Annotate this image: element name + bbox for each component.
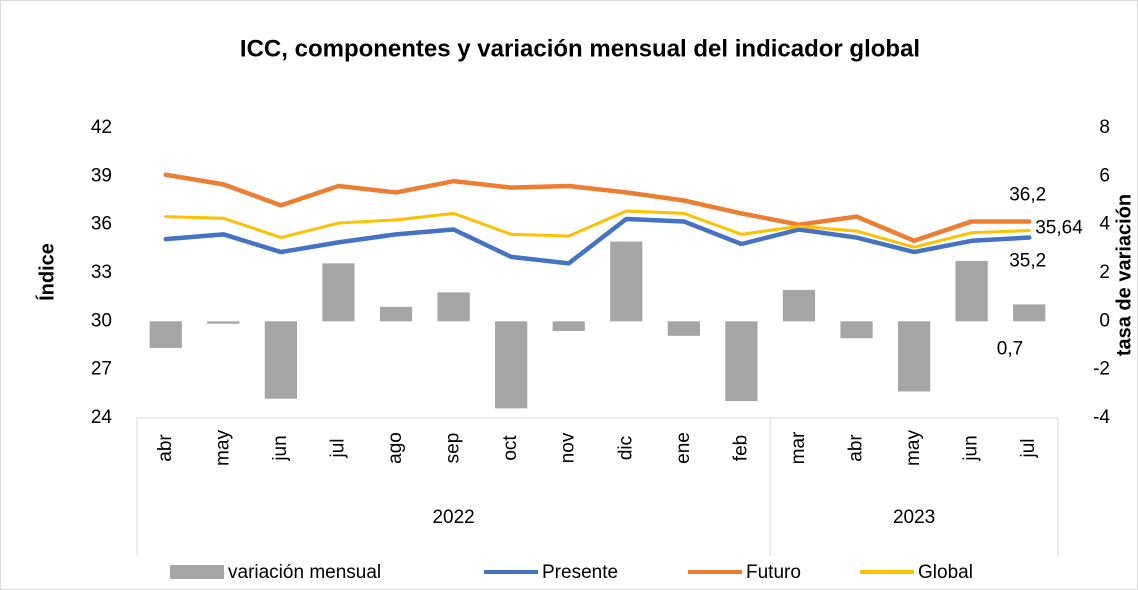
x-tick-label: abr	[846, 434, 867, 462]
bar	[955, 260, 988, 322]
bar	[437, 292, 470, 322]
bar	[379, 306, 413, 322]
bar	[782, 289, 816, 322]
legend-label: Presente	[542, 562, 618, 583]
line	[163, 216, 1032, 266]
x-tick-label: abr	[155, 434, 176, 462]
bar	[322, 263, 355, 322]
x-tick-label: nov	[558, 432, 579, 463]
data-label: 36,2	[1009, 184, 1046, 205]
y-axis-label: Índice	[35, 243, 58, 301]
x-tick-label: oct	[500, 435, 521, 461]
y2-tick-label: 6	[1099, 165, 1110, 186]
y-tick-label: 39	[91, 165, 112, 186]
x-tick-label: dic	[615, 436, 636, 460]
line	[163, 172, 1032, 244]
y2-tick-label: 2	[1099, 262, 1110, 283]
legend-label: variación mensual	[228, 562, 381, 583]
x-group-label: 2022	[432, 507, 474, 528]
x-tick-label: jul	[327, 438, 348, 458]
y2-tick-label: -2	[1093, 359, 1110, 380]
y-tick-label: 27	[91, 359, 112, 380]
bar	[610, 241, 643, 322]
x-tick-label: mar	[788, 431, 809, 464]
x-tick-label: ene	[673, 432, 694, 464]
x-tick-label: feb	[730, 435, 751, 461]
bar	[149, 321, 182, 348]
bar	[264, 321, 298, 399]
line	[164, 209, 1031, 249]
x-tick-label: jul	[1018, 438, 1039, 458]
y-tick-label: 30	[91, 310, 112, 331]
legend-label: Global	[918, 562, 973, 583]
bar	[207, 321, 240, 324]
data-label: 0,7	[997, 338, 1023, 359]
y2-tick-label: 4	[1099, 214, 1110, 235]
y-tick-label: 24	[91, 407, 113, 428]
data-label: 35,64	[1035, 217, 1083, 238]
x-tick-label: may	[903, 430, 924, 466]
data-label: 35,2	[1009, 251, 1046, 272]
chart-title: ICC, componentes y variación mensual del…	[240, 35, 920, 62]
bar	[897, 321, 931, 392]
y2-tick-label: -4	[1093, 407, 1110, 428]
y-tick-label: 33	[91, 262, 112, 283]
legend-label: Futuro	[746, 562, 801, 583]
bar	[725, 321, 758, 402]
bar	[1013, 304, 1046, 322]
bar	[667, 321, 700, 336]
x-tick-label: sep	[443, 433, 464, 464]
bar	[495, 321, 528, 409]
legend-swatch	[170, 565, 224, 579]
bar	[552, 321, 585, 331]
x-tick-label: jun	[961, 435, 982, 461]
y2-tick-label: 8	[1099, 117, 1110, 138]
y-tick-label: 42	[91, 117, 112, 138]
y2-axis-label: tasa de variación	[1113, 194, 1135, 356]
y2-tick-label: 0	[1099, 310, 1110, 331]
y-tick-label: 36	[91, 214, 112, 235]
x-tick-label: ago	[385, 432, 406, 464]
x-group-label: 2023	[893, 507, 935, 528]
x-tick-label: jun	[270, 435, 291, 461]
bar	[840, 321, 873, 339]
x-tick-label: may	[212, 430, 233, 466]
